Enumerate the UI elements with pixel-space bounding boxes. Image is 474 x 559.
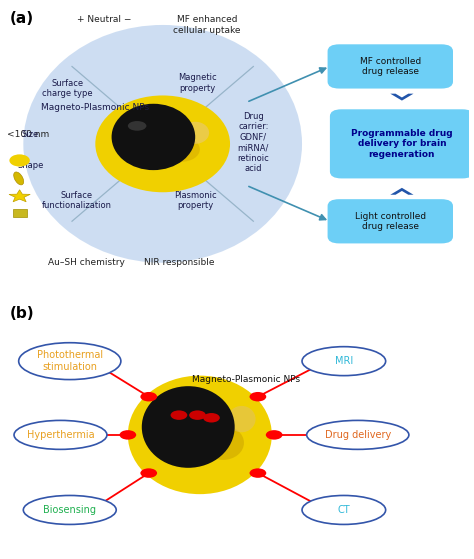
Ellipse shape bbox=[14, 172, 24, 185]
Text: Light controlled
drug release: Light controlled drug release bbox=[355, 212, 426, 231]
Polygon shape bbox=[390, 188, 413, 195]
FancyBboxPatch shape bbox=[330, 110, 474, 178]
Text: (a): (a) bbox=[9, 11, 34, 26]
Text: MF controlled
drug release: MF controlled drug release bbox=[360, 56, 421, 76]
Circle shape bbox=[189, 410, 206, 420]
Text: Programmable drug
delivery for brain
regeneration: Programmable drug delivery for brain reg… bbox=[351, 129, 453, 159]
Text: Surface
functionalization: Surface functionalization bbox=[42, 191, 112, 210]
Text: Drug
carrier:
GDNF/
miRNA/
retinoic
acid: Drug carrier: GDNF/ miRNA/ retinoic acid bbox=[237, 112, 269, 173]
Ellipse shape bbox=[228, 406, 255, 432]
Text: <100 nm: <100 nm bbox=[7, 130, 49, 139]
Text: Hyperthermia: Hyperthermia bbox=[27, 430, 94, 440]
Ellipse shape bbox=[23, 495, 116, 524]
Ellipse shape bbox=[23, 25, 302, 263]
Text: Magneto-Plasmonic NPs: Magneto-Plasmonic NPs bbox=[41, 103, 149, 112]
Ellipse shape bbox=[163, 137, 200, 162]
FancyBboxPatch shape bbox=[13, 209, 27, 217]
Circle shape bbox=[249, 392, 266, 401]
Ellipse shape bbox=[128, 376, 272, 494]
Text: Photothermal
stimulation: Photothermal stimulation bbox=[36, 350, 103, 372]
Text: Surface
charge type: Surface charge type bbox=[42, 79, 93, 98]
Ellipse shape bbox=[142, 386, 235, 468]
Ellipse shape bbox=[302, 495, 386, 524]
Ellipse shape bbox=[18, 343, 121, 380]
Text: MF enhanced
cellular uptake: MF enhanced cellular uptake bbox=[173, 15, 241, 35]
Ellipse shape bbox=[307, 420, 409, 449]
Circle shape bbox=[249, 468, 266, 478]
Circle shape bbox=[171, 410, 187, 420]
Text: Shape: Shape bbox=[17, 162, 44, 170]
FancyBboxPatch shape bbox=[328, 44, 453, 88]
Text: Plasmonic
property: Plasmonic property bbox=[174, 191, 217, 210]
Text: NIR responsible: NIR responsible bbox=[144, 258, 214, 267]
Circle shape bbox=[119, 430, 136, 439]
Circle shape bbox=[266, 430, 283, 439]
Circle shape bbox=[9, 154, 30, 167]
Text: MRI: MRI bbox=[335, 356, 353, 366]
Text: Magnetic
property: Magnetic property bbox=[178, 73, 217, 93]
Ellipse shape bbox=[302, 347, 386, 376]
Circle shape bbox=[140, 392, 157, 401]
Circle shape bbox=[140, 468, 157, 478]
Text: + Neutral −: + Neutral − bbox=[77, 15, 132, 24]
Text: Size: Size bbox=[22, 130, 39, 139]
Polygon shape bbox=[9, 190, 30, 202]
Ellipse shape bbox=[181, 122, 209, 144]
Text: CT: CT bbox=[337, 505, 350, 515]
Text: Au–SH chemistry: Au–SH chemistry bbox=[47, 258, 125, 267]
Ellipse shape bbox=[202, 425, 244, 460]
Text: Drug delivery: Drug delivery bbox=[325, 430, 391, 440]
Ellipse shape bbox=[14, 420, 107, 449]
Ellipse shape bbox=[128, 121, 146, 131]
Polygon shape bbox=[390, 94, 413, 101]
FancyBboxPatch shape bbox=[328, 199, 453, 243]
Text: Biosensing: Biosensing bbox=[43, 505, 96, 515]
Ellipse shape bbox=[111, 104, 195, 170]
Text: (b): (b) bbox=[9, 306, 34, 321]
Ellipse shape bbox=[95, 96, 230, 192]
Circle shape bbox=[203, 413, 220, 423]
Text: Magneto-Plasmonic NPs: Magneto-Plasmonic NPs bbox=[192, 375, 301, 383]
